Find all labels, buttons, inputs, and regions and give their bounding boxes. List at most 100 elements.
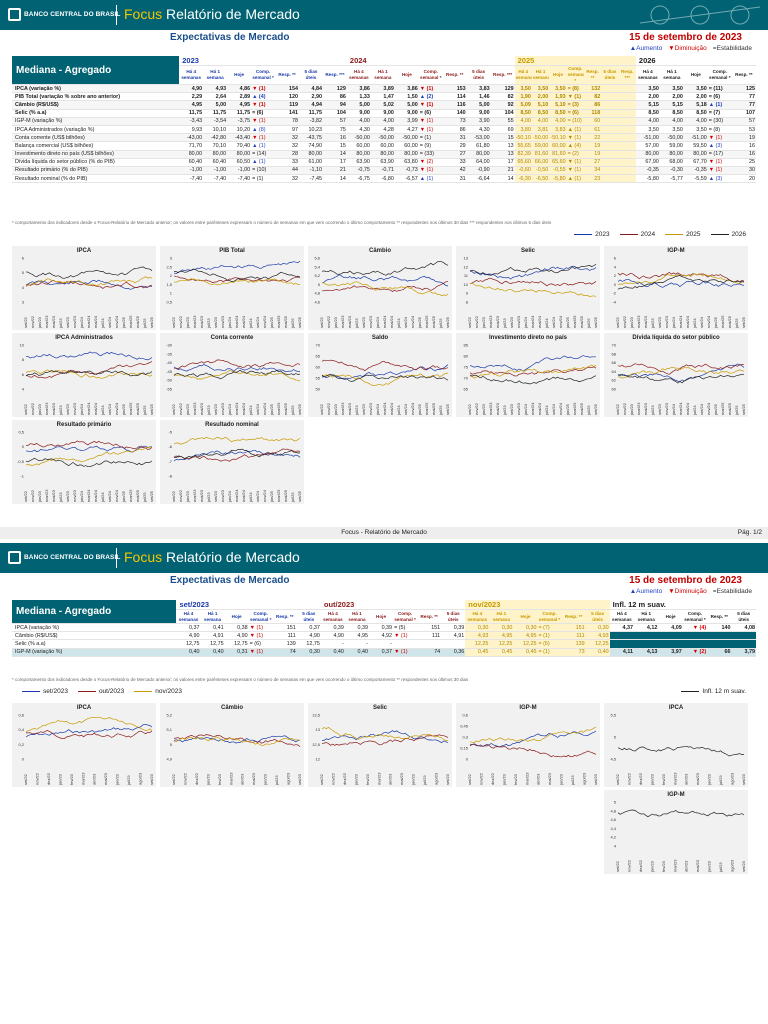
x-tick: mar/24 [530, 315, 535, 328]
footnote-1: * comportamento dos indicadores desde o … [12, 220, 552, 225]
x-tick: mar/24 [530, 402, 535, 415]
series-line [617, 275, 745, 290]
x-tick: mar/24 [234, 315, 239, 328]
x-tick: dez/22 [638, 859, 643, 872]
focus-title-2: Focus [124, 549, 163, 565]
x-tick: abr/23 [536, 773, 541, 785]
x-tick: set/23 [213, 490, 218, 502]
x-tick: jan/25 [121, 316, 126, 329]
series-line [617, 278, 745, 288]
x-tick: set/25 [445, 403, 450, 415]
x-tick: jul/25 [290, 405, 295, 416]
y-tick: 0,2 [18, 742, 24, 747]
top-banner: BANCO CENTRAL DO BRASIL Focus Relatório … [0, 0, 768, 30]
y-tick: 55 [316, 376, 321, 381]
x-tick: nov/24 [262, 402, 267, 415]
x-tick: jul/24 [100, 318, 105, 329]
x-tick: jul/23 [354, 318, 359, 329]
x-tick: mai/23 [495, 402, 500, 415]
y-tick: -1 [20, 474, 24, 479]
y-tick: -35 [166, 351, 173, 356]
series-line [321, 274, 449, 287]
y-tick: 6 [22, 256, 25, 261]
year-header: 2025 [514, 56, 636, 66]
x-tick: set/22 [171, 403, 176, 415]
table-row: IGP-M (variação %) 0,40 0,40 0,31 ▼ (1) 74 0,3… [12, 648, 756, 657]
x-tick: mar/23 [340, 402, 345, 415]
x-tick: mar/24 [234, 489, 239, 502]
y-tick: 0,15 [460, 746, 469, 751]
series-line [173, 369, 301, 380]
y-tick: -6 [168, 444, 172, 449]
x-tick: jul/23 [718, 775, 723, 786]
x-tick: mar/24 [86, 315, 91, 328]
x-tick: set/23 [593, 773, 598, 785]
x-tick: jun/23 [707, 860, 712, 873]
x-tick: abr/23 [388, 773, 393, 785]
x-tick: jan/23 [185, 490, 190, 503]
x-tick: mar/23 [228, 772, 233, 785]
x-tick: nov/23 [368, 315, 373, 328]
y-tick: 65 [464, 387, 469, 392]
x-tick: mai/24 [685, 402, 690, 415]
y-tick: 10 [20, 343, 25, 348]
x-tick: set/22 [615, 773, 620, 785]
x-tick: nov/24 [410, 402, 415, 415]
x-tick: ago/23 [582, 772, 587, 785]
x-tick: nov/22 [474, 315, 479, 328]
y-tick: 66 [612, 360, 617, 365]
x-tick: mar/23 [376, 772, 381, 785]
x-tick: jan/24 [227, 490, 232, 503]
mini-chart: Conta corrente -30 -35 -40 -45 -50 -55 set/22 no… [160, 333, 304, 417]
x-tick: nov/22 [478, 772, 483, 785]
y-tick: 4 [22, 387, 25, 392]
x-tick: jul/23 [650, 405, 655, 416]
mini-chart: Selic 13,5 13 12,5 12 set/22 nov/22 dez/22 jan/2… [308, 703, 452, 787]
x-tick: jan/25 [269, 403, 274, 416]
y-tick: 70 [612, 343, 617, 348]
row-label: PIB Total (variação % sobre ano anterior… [12, 92, 180, 102]
legend-item: nov/2023 [134, 688, 182, 695]
x-tick: mai/24 [389, 315, 394, 328]
x-tick: set/25 [593, 403, 598, 415]
x-tick: mar/24 [234, 402, 239, 415]
legend-item: 2024 [619, 231, 655, 238]
x-tick: mai/23 [643, 315, 648, 328]
x-tick: jul/23 [354, 405, 359, 416]
series-line [321, 359, 449, 372]
x-tick: set/22 [23, 316, 28, 328]
x-tick: jul/24 [544, 318, 549, 329]
x-tick: nov/22 [626, 772, 631, 785]
series-line [173, 436, 301, 445]
infl-header: Infl. 12 m suav. [609, 600, 756, 610]
y-tick: -30 [166, 343, 173, 348]
mini-chart: Saldo 70 65 60 55 50 set/22 nov/22 jan/23 mar/23 m… [308, 333, 452, 417]
x-tick: mai/23 [695, 859, 700, 872]
x-tick: set/22 [319, 773, 324, 785]
x-tick: set/23 [509, 316, 514, 328]
series-line [26, 730, 153, 740]
x-tick: mar/25 [276, 402, 281, 415]
x-tick: ago/23 [138, 772, 143, 785]
x-tick: mar/25 [276, 489, 281, 502]
x-tick: set/22 [319, 403, 324, 415]
x-tick: jul/24 [692, 405, 697, 416]
y-tick: 0,4 [18, 727, 24, 732]
mini-chart: Resultado nominal -5 -6 -7 -8 set/22 nov/22 jan… [160, 420, 304, 504]
y-tick: 4 [22, 285, 25, 290]
table-title: Mediana - Agregado [12, 56, 180, 85]
row-label: IPCA (variação %) [12, 84, 180, 94]
x-tick: mar/25 [424, 315, 429, 328]
x-tick: set/22 [467, 316, 472, 328]
y-tick: 12,5 [312, 742, 321, 747]
x-tick: set/25 [297, 316, 302, 328]
y-tick: 4,4 [610, 826, 616, 831]
y-tick: 0 [466, 757, 469, 762]
x-tick: jan/24 [523, 403, 528, 416]
table-row: PIB Total (variação % sobre ano anterior… [12, 92, 756, 102]
x-tick: mar/25 [720, 315, 725, 328]
x-tick: set/23 [445, 773, 450, 785]
x-tick: mai/24 [93, 489, 98, 502]
x-tick: jan/23 [629, 316, 634, 329]
x-tick: jan/25 [269, 316, 274, 329]
